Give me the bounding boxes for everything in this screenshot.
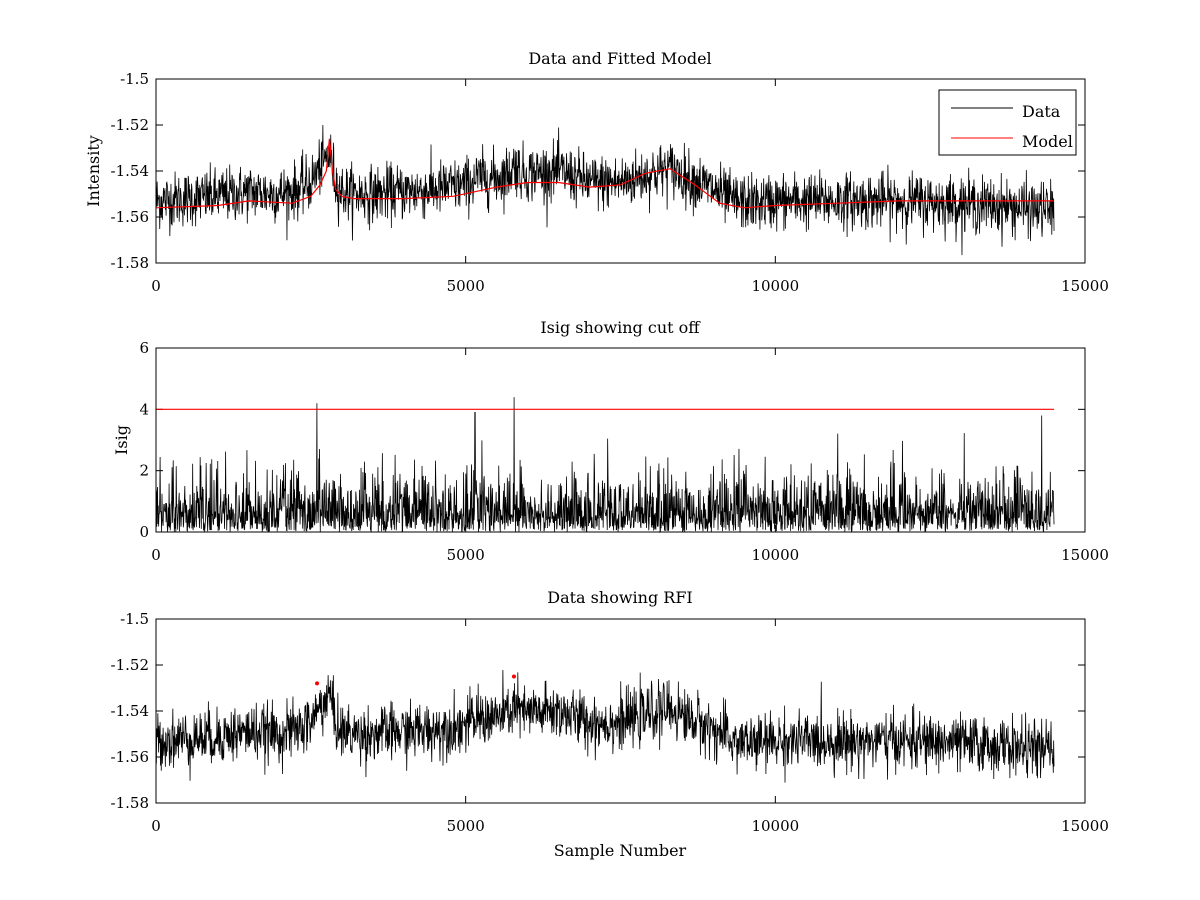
x-tick-label: 15000 <box>1061 277 1109 295</box>
x-tick-label: 0 <box>151 546 161 564</box>
noisy-band-series <box>155 669 1055 783</box>
x-tick-label: 5000 <box>447 546 485 564</box>
panel-1-legend: Data Model <box>938 89 1077 156</box>
y-tick-label: -1.5 <box>120 610 149 628</box>
x-tick-label: 0 <box>151 277 161 295</box>
y-tick-label: 4 <box>139 400 149 418</box>
x-tick-label: 10000 <box>751 817 799 835</box>
x-tick-label: 15000 <box>1061 546 1109 564</box>
panel-data-rfi: Data showing RFI Sample Number 0 5000 1000… <box>111 588 1109 860</box>
panel-3-xlabel: Sample Number <box>554 841 687 860</box>
isig-series <box>155 397 1055 534</box>
legend-box <box>938 89 1077 156</box>
x-tick-label: 0 <box>151 817 161 835</box>
y-tick-label: -1.58 <box>111 794 149 812</box>
y-tick-label: -1.54 <box>111 162 149 180</box>
model-series <box>155 138 1055 209</box>
legend-data-label: Data <box>1022 102 1061 121</box>
y-tick-label: 0 <box>139 523 149 541</box>
y-tick-label: -1.56 <box>111 208 149 226</box>
y-tick-label: -1.5 <box>120 70 149 88</box>
panel-1-plot: 0 5000 10000 15000 -1.58 -1.56 -1.54 -1.52 -1.5 <box>111 70 1109 295</box>
panel-3-title: Data showing RFI <box>547 588 692 607</box>
y-tick-label: -1.54 <box>111 702 149 720</box>
y-tick-label: -1.52 <box>111 656 149 674</box>
y-tick-label: -1.52 <box>111 116 149 134</box>
rfi-marker <box>511 674 516 679</box>
x-tick-label: 15000 <box>1061 817 1109 835</box>
panel-isig: Isig showing cut off Isig 0 5000 10000 1500… <box>112 318 1109 564</box>
y-tick-label: 6 <box>139 339 149 357</box>
panel-1-axes-box <box>155 78 1086 264</box>
x-tick-label: 5000 <box>447 817 485 835</box>
panel-data-and-model: Data and Fitted Model Intensity 0 5000 100… <box>84 49 1109 295</box>
panel-2-axes-box <box>155 347 1086 533</box>
rfi-marker <box>315 681 320 686</box>
panel-2-plot: 0 5000 10000 15000 0 2 4 6 <box>139 339 1108 564</box>
y-tick-label: -1.56 <box>111 748 149 766</box>
data-series <box>155 125 1055 256</box>
x-tick-label: 10000 <box>751 546 799 564</box>
panel-2-title: Isig showing cut off <box>540 318 701 337</box>
x-tick-label: 10000 <box>751 277 799 295</box>
y-tick-label: -1.58 <box>111 254 149 272</box>
y-tick-label: 2 <box>139 462 149 480</box>
panel-3-plot: 0 5000 10000 15000 -1.58 -1.56 -1.54 -1.52 -1.5 <box>111 610 1109 835</box>
panel-1-title: Data and Fitted Model <box>528 49 711 68</box>
panel-1-ylabel: Intensity <box>84 135 103 207</box>
x-tick-label: 5000 <box>447 277 485 295</box>
legend-model-label: Model <box>1022 132 1073 151</box>
panel-2-ylabel: Isig <box>112 425 131 455</box>
panel-3-axes-box <box>155 618 1086 804</box>
